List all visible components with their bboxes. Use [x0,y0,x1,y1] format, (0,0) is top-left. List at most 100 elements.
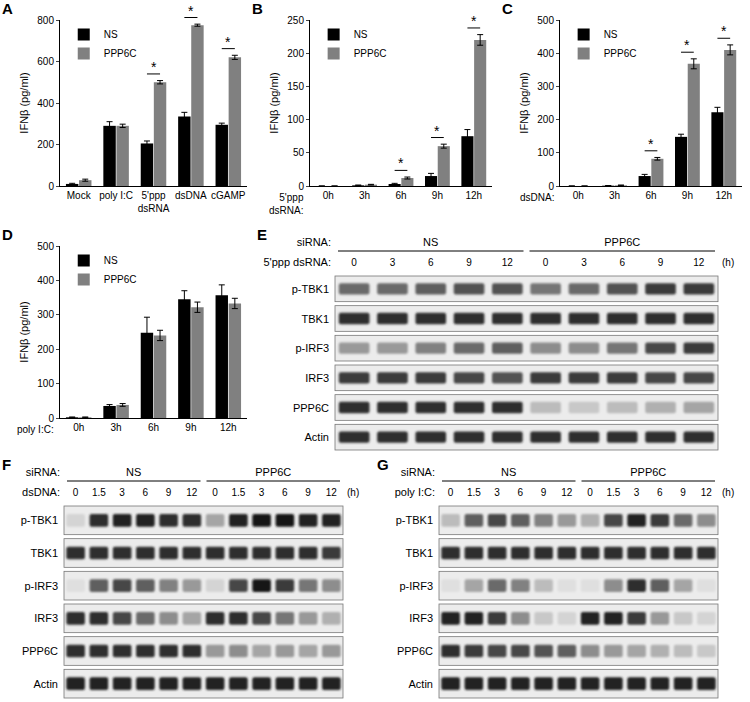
svg-text:9: 9 [466,257,472,268]
svg-text:600: 600 [37,56,54,67]
svg-text:PPP6C: PPP6C [604,236,640,248]
svg-text:0: 0 [73,487,79,498]
svg-text:9: 9 [541,487,547,498]
svg-text:12: 12 [186,487,198,498]
svg-text:p-TBK1: p-TBK1 [21,514,58,526]
svg-text:200: 200 [37,139,54,150]
svg-text:PPP6C: PPP6C [604,48,637,59]
svg-text:6h: 6h [148,422,159,433]
svg-text:5'pppdsRNA:: 5'pppdsRNA: [269,192,304,216]
svg-text:12h: 12h [715,190,732,201]
svg-text:cGAMP: cGAMP [211,190,246,201]
svg-text:200: 200 [537,114,554,125]
svg-text:400: 400 [37,275,54,286]
svg-text:0: 0 [351,257,357,268]
svg-text:250: 250 [287,15,304,26]
svg-text:siRNA:: siRNA: [401,466,435,478]
svg-text:Actin: Actin [34,678,58,690]
svg-text:PPP6C: PPP6C [104,274,137,285]
svg-text:9: 9 [658,257,664,268]
svg-text:9h: 9h [682,190,693,201]
svg-text:3h: 3h [359,190,370,201]
svg-text:(h): (h) [722,257,734,268]
svg-text:3: 3 [390,257,396,268]
svg-text:p-IRF3: p-IRF3 [295,342,329,354]
svg-text:200: 200 [37,344,54,355]
svg-text:12h: 12h [465,190,482,201]
svg-text:Actin: Actin [305,431,329,443]
svg-text:12h: 12h [220,422,237,433]
svg-text:3: 3 [119,487,125,498]
svg-text:6: 6 [657,487,663,498]
svg-text:(h): (h) [347,487,359,498]
svg-text:poly I:C:: poly I:C: [395,486,435,498]
svg-text:Mock: Mock [67,190,92,201]
svg-text:*: * [151,59,157,75]
svg-text:0: 0 [48,413,54,424]
svg-text:dsDNA:: dsDNA: [22,486,60,498]
svg-text:IRF3: IRF3 [409,612,433,624]
svg-text:5'ppp dsRNA:: 5'ppp dsRNA: [263,256,331,268]
svg-text:0: 0 [587,487,593,498]
svg-text:PPP6C: PPP6C [293,402,329,414]
svg-text:PPP6C: PPP6C [354,48,387,59]
svg-text:9: 9 [305,487,311,498]
svg-text:NS: NS [423,236,438,248]
svg-text:NS: NS [354,29,368,40]
svg-text:6: 6 [282,487,288,498]
svg-text:1.5: 1.5 [467,487,481,498]
svg-text:NS: NS [104,29,118,40]
svg-text:IFNβ (pg/ml): IFNβ (pg/ml) [18,301,30,362]
svg-text:12: 12 [502,257,514,268]
svg-text:6: 6 [143,487,149,498]
svg-text:6: 6 [428,257,434,268]
svg-text:siRNA:: siRNA: [26,466,60,478]
svg-text:0: 0 [448,487,454,498]
svg-text:NS: NS [126,466,141,478]
svg-text:PPP6C: PPP6C [630,466,666,478]
svg-text:dsDNA: dsDNA [175,190,207,201]
svg-text:12: 12 [701,487,713,498]
svg-text:12: 12 [326,487,338,498]
svg-text:*: * [721,23,727,39]
svg-text:3: 3 [259,487,265,498]
svg-text:Actin: Actin [409,678,433,690]
svg-text:12: 12 [561,487,573,498]
svg-text:TBK1: TBK1 [301,313,329,325]
svg-text:9h: 9h [432,190,443,201]
svg-text:3: 3 [494,487,500,498]
svg-text:3h: 3h [609,190,620,201]
svg-text:0h: 0h [573,190,584,201]
svg-text:0: 0 [48,181,54,192]
svg-text:12: 12 [693,257,705,268]
svg-text:500: 500 [537,15,554,26]
svg-text:PPP6C: PPP6C [22,645,58,657]
svg-text:9: 9 [680,487,686,498]
svg-text:50: 50 [293,147,305,158]
svg-text:1.5: 1.5 [231,487,245,498]
svg-text:*: * [398,155,404,171]
svg-text:300: 300 [37,309,54,320]
svg-text:IRF3: IRF3 [34,612,58,624]
svg-text:p-IRF3: p-IRF3 [399,580,433,592]
svg-text:0h: 0h [73,422,84,433]
svg-text:800: 800 [37,15,54,26]
svg-text:TBK1: TBK1 [30,547,58,559]
svg-text:*: * [188,3,194,19]
svg-text:0h: 0h [323,190,334,201]
svg-text:poly I:C:: poly I:C: [17,424,54,435]
svg-text:6: 6 [619,257,625,268]
svg-text:*: * [434,123,440,139]
svg-text:9h: 9h [185,422,196,433]
svg-text:siRNA:: siRNA: [297,236,331,248]
svg-text:100: 100 [287,114,304,125]
svg-text:IRF3: IRF3 [305,372,329,384]
svg-text:*: * [225,34,231,50]
svg-text:400: 400 [37,98,54,109]
svg-text:1.5: 1.5 [606,487,620,498]
svg-text:*: * [471,13,477,29]
svg-text:6: 6 [518,487,524,498]
svg-text:p-TBK1: p-TBK1 [396,514,433,526]
svg-text:IFNβ (pg/ml): IFNβ (pg/ml) [18,72,30,133]
svg-text:0: 0 [298,181,304,192]
